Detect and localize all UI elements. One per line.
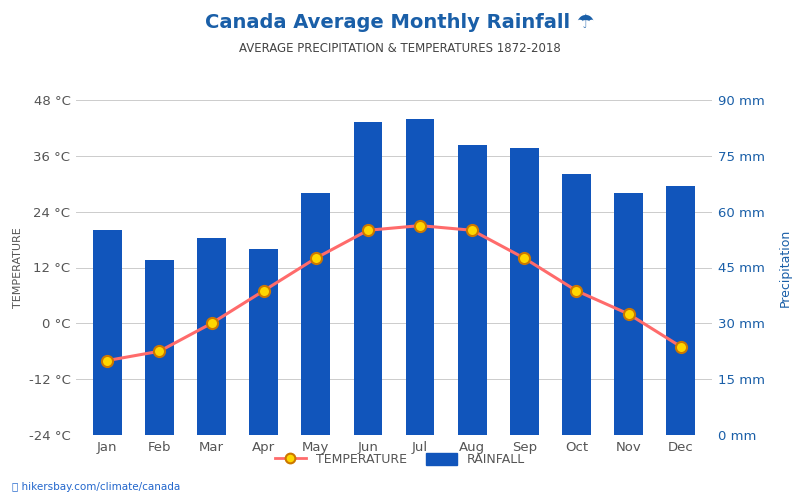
Bar bbox=[406, 118, 434, 435]
Bar bbox=[666, 186, 695, 435]
Bar bbox=[93, 230, 122, 435]
Text: 📍 hikersbay.com/climate/canada: 📍 hikersbay.com/climate/canada bbox=[12, 482, 180, 492]
Bar bbox=[614, 193, 643, 435]
Y-axis label: Precipitation: Precipitation bbox=[778, 228, 791, 306]
Y-axis label: TEMPERATURE: TEMPERATURE bbox=[13, 227, 23, 308]
Bar bbox=[562, 174, 590, 435]
Legend: TEMPERATURE, RAINFALL: TEMPERATURE, RAINFALL bbox=[270, 448, 530, 471]
Bar bbox=[302, 193, 330, 435]
Bar bbox=[250, 249, 278, 435]
Bar bbox=[354, 122, 382, 435]
Text: Canada Average Monthly Rainfall ☂: Canada Average Monthly Rainfall ☂ bbox=[206, 12, 594, 32]
Bar bbox=[510, 148, 538, 435]
Text: AVERAGE PRECIPITATION & TEMPERATURES 1872-2018: AVERAGE PRECIPITATION & TEMPERATURES 187… bbox=[239, 42, 561, 56]
Bar bbox=[198, 238, 226, 435]
Bar bbox=[458, 144, 486, 435]
Bar bbox=[145, 260, 174, 435]
